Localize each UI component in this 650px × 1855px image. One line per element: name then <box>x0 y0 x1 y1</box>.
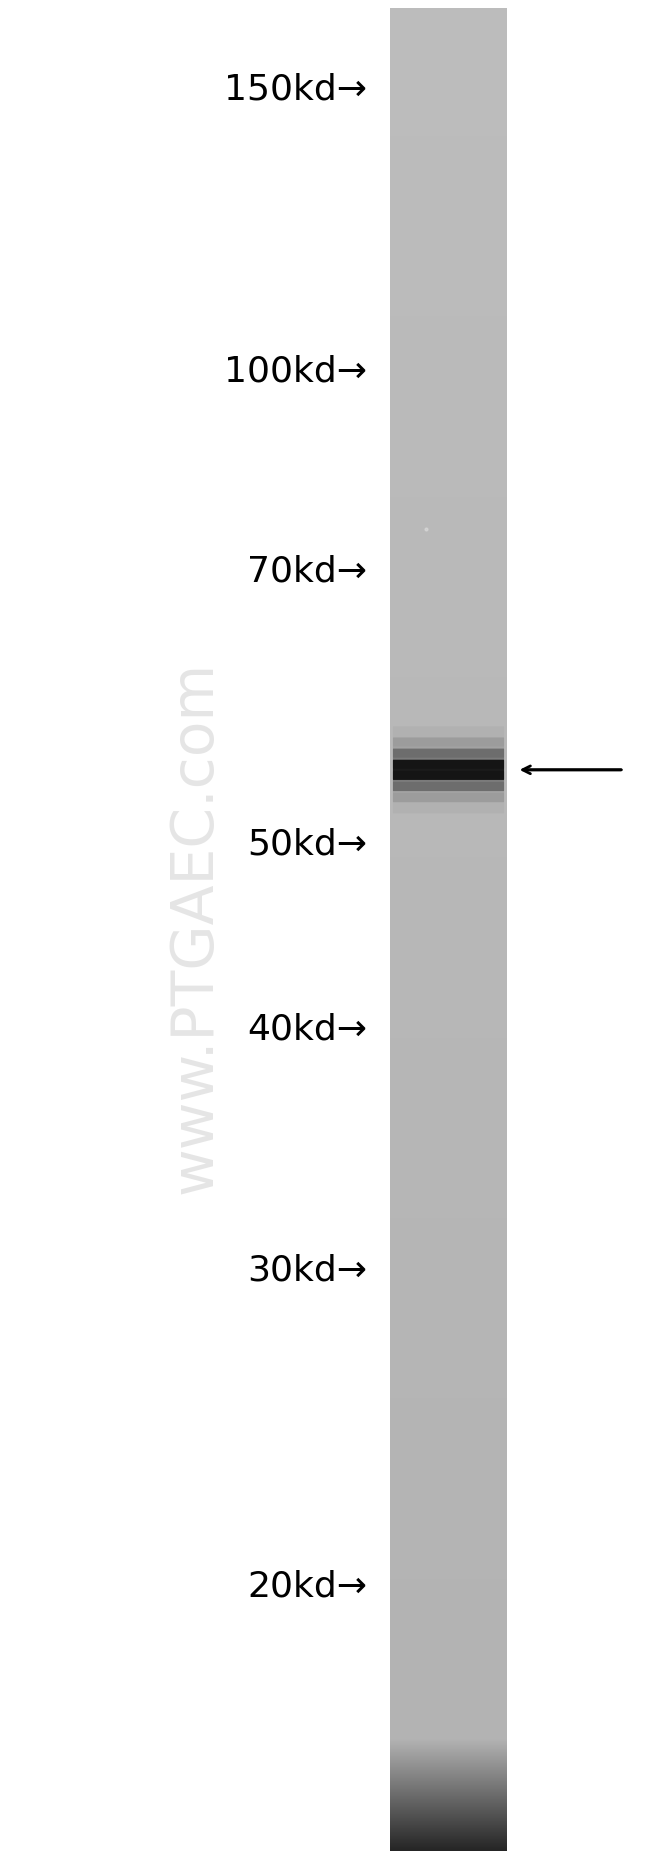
Text: www.PTGAEC.com: www.PTGAEC.com <box>166 660 224 1195</box>
Text: 40kd→: 40kd→ <box>247 1013 367 1046</box>
FancyBboxPatch shape <box>393 749 504 768</box>
Text: 30kd→: 30kd→ <box>247 1254 367 1287</box>
Bar <box>390 9 507 1851</box>
Text: 20kd→: 20kd→ <box>247 1569 367 1603</box>
Text: 100kd→: 100kd→ <box>224 354 367 388</box>
FancyBboxPatch shape <box>393 783 504 801</box>
FancyBboxPatch shape <box>393 761 504 779</box>
FancyBboxPatch shape <box>393 772 504 790</box>
Text: 50kd→: 50kd→ <box>247 827 367 861</box>
FancyBboxPatch shape <box>393 738 504 757</box>
Text: 150kd→: 150kd→ <box>224 72 367 106</box>
Text: 70kd→: 70kd→ <box>247 555 367 588</box>
